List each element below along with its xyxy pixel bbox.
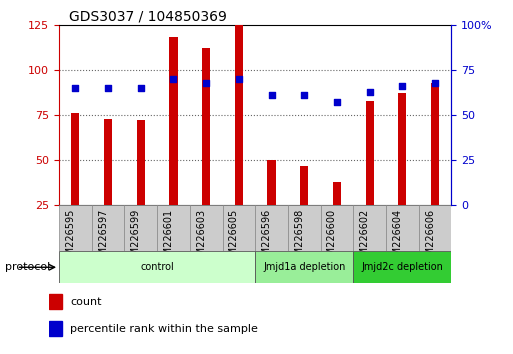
Bar (333, 182, 341, 251)
Text: percentile rank within the sample: percentile rank within the sample (70, 324, 258, 334)
Text: GSM226596: GSM226596 (262, 209, 271, 268)
FancyBboxPatch shape (59, 205, 92, 251)
Text: GSM226605: GSM226605 (229, 209, 239, 268)
Text: GDS3037 / 104850369: GDS3037 / 104850369 (69, 9, 227, 23)
FancyBboxPatch shape (353, 205, 386, 251)
Point (136, 85, 145, 91)
Point (202, 80, 210, 85)
Bar (49, 295, 63, 309)
Bar (136, 120, 145, 251)
Point (431, 80, 439, 85)
FancyBboxPatch shape (92, 205, 124, 251)
Bar (300, 166, 308, 251)
FancyBboxPatch shape (386, 205, 419, 251)
Bar (169, 38, 177, 251)
FancyBboxPatch shape (288, 205, 321, 251)
Bar (398, 93, 406, 251)
Text: GSM226603: GSM226603 (196, 209, 206, 268)
Text: GSM226602: GSM226602 (360, 209, 370, 268)
Point (71, 85, 80, 91)
Point (300, 92, 308, 98)
FancyBboxPatch shape (255, 205, 288, 251)
Point (267, 92, 275, 98)
FancyBboxPatch shape (157, 205, 190, 251)
Point (333, 99, 341, 105)
Text: count: count (70, 297, 102, 307)
FancyBboxPatch shape (321, 205, 353, 251)
Bar (267, 160, 275, 251)
Text: GSM226598: GSM226598 (294, 209, 304, 268)
Text: GSM226604: GSM226604 (392, 209, 402, 268)
FancyBboxPatch shape (190, 205, 223, 251)
Bar (49, 321, 63, 336)
Bar (202, 48, 210, 251)
Point (366, 89, 374, 95)
Bar (366, 101, 374, 251)
Point (235, 76, 243, 82)
FancyBboxPatch shape (255, 251, 353, 283)
FancyBboxPatch shape (59, 251, 255, 283)
Text: GSM226595: GSM226595 (65, 209, 75, 268)
Bar (235, 25, 243, 251)
Text: GSM226599: GSM226599 (131, 209, 141, 268)
FancyBboxPatch shape (223, 205, 255, 251)
Text: protocol: protocol (5, 262, 50, 272)
Text: GSM226601: GSM226601 (164, 209, 173, 268)
FancyBboxPatch shape (353, 251, 451, 283)
Bar (104, 119, 112, 251)
Bar (431, 82, 439, 251)
Text: GSM226600: GSM226600 (327, 209, 337, 268)
Text: GSM226597: GSM226597 (98, 209, 108, 268)
Text: Jmjd2c depletion: Jmjd2c depletion (362, 262, 443, 272)
Bar (71, 113, 80, 251)
Point (104, 85, 112, 91)
Point (398, 83, 406, 89)
Text: Jmjd1a depletion: Jmjd1a depletion (263, 262, 345, 272)
Text: control: control (140, 262, 174, 272)
Point (169, 76, 177, 82)
FancyBboxPatch shape (419, 205, 451, 251)
FancyBboxPatch shape (124, 205, 157, 251)
Text: GSM226606: GSM226606 (425, 209, 435, 268)
